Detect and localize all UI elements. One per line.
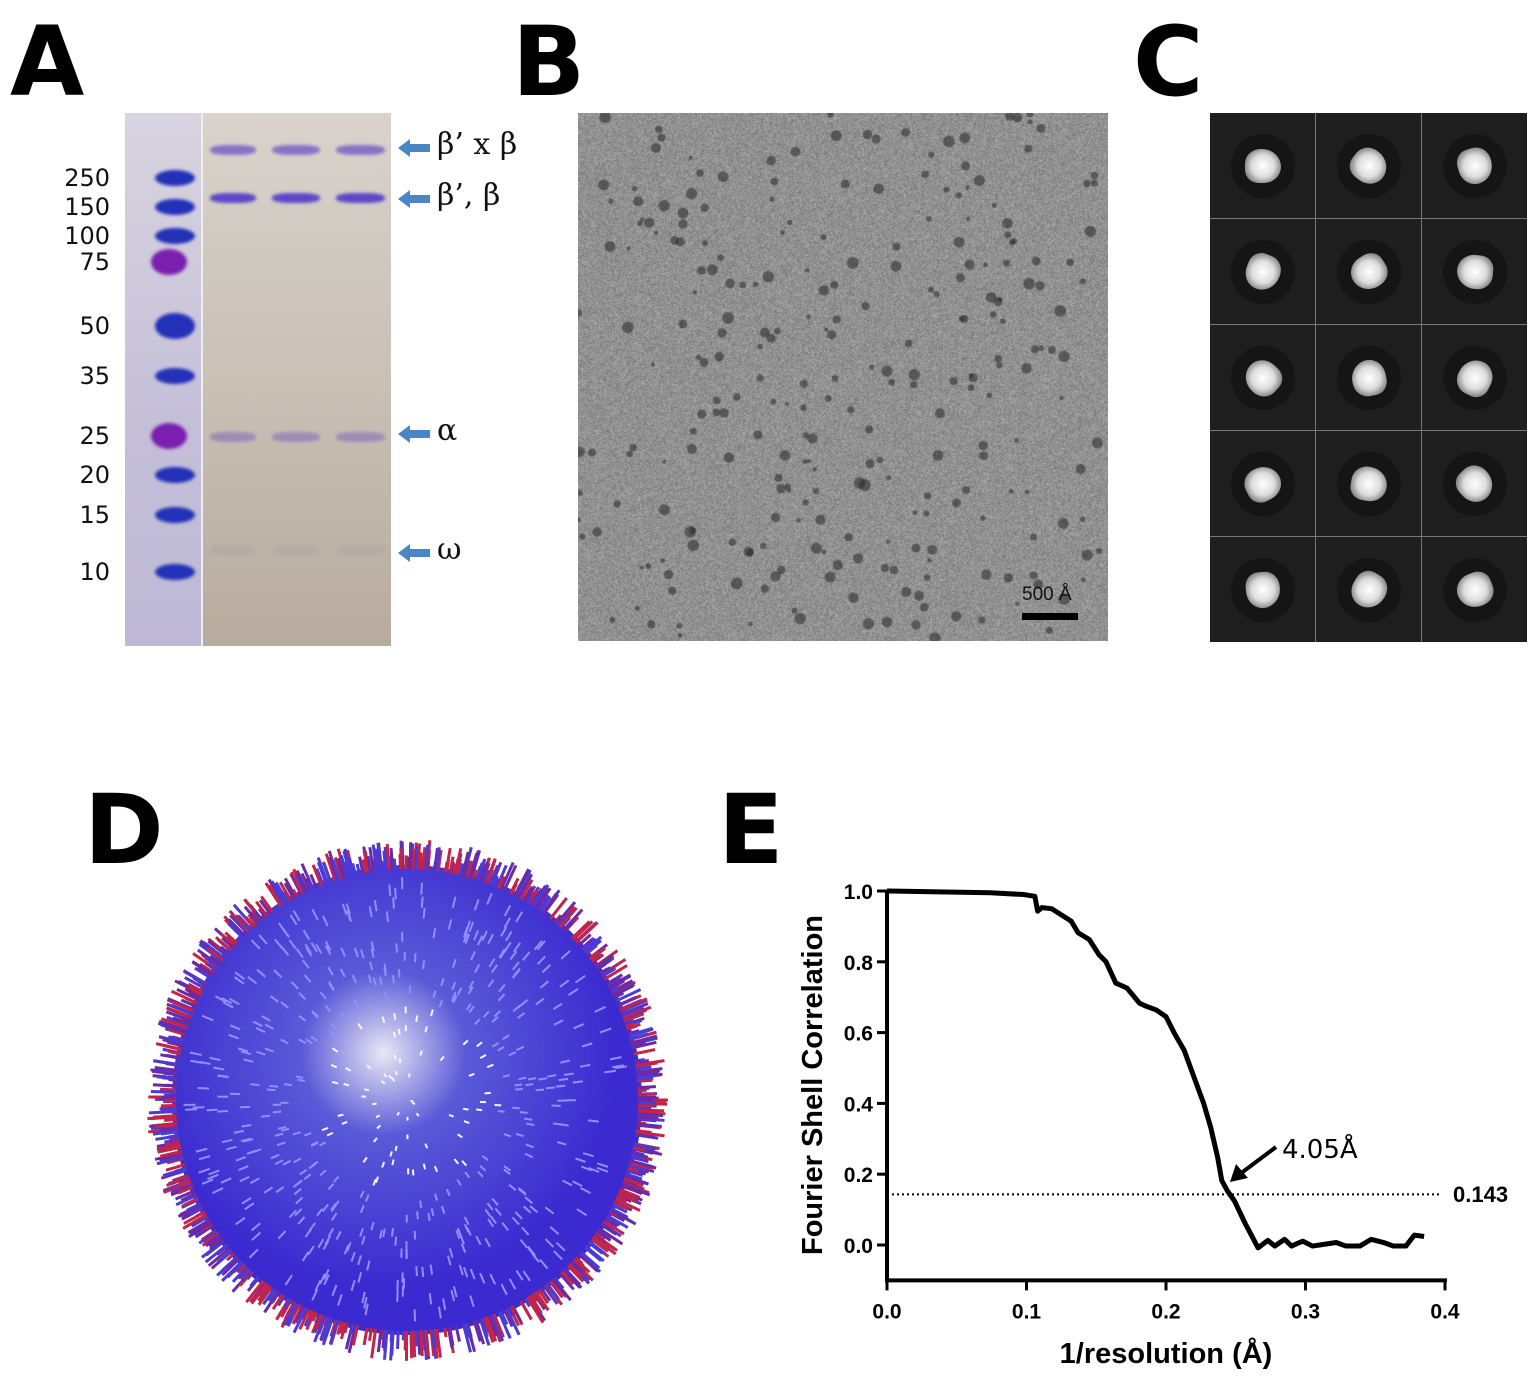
ladder-band [151,423,187,449]
class-average-tile [1210,113,1315,218]
ladder-lane [125,113,201,646]
class-average-tile [1316,325,1421,430]
mw-marker-label: 25 [79,422,110,450]
scale-bar [1022,613,1078,620]
class-average-tile [1210,325,1315,430]
sample-band [210,193,256,203]
panel-label-e: E [718,774,784,886]
sample-band [210,432,256,442]
x-tick-label: 0.3 [1291,1300,1320,1323]
orientation-sphere [147,840,668,1361]
band-label: β’, β [437,178,501,213]
sample-band [272,432,320,442]
x-tick-label: 0.0 [872,1300,901,1323]
mw-marker-label: 250 [64,164,110,192]
y-tick-label: 0.8 [844,952,874,975]
band-arrow-icon [398,425,430,443]
class-average-tile [1316,431,1421,536]
y-tick-label: 0.6 [844,1023,873,1046]
band-arrow-icon [398,544,430,562]
class-average-tile [1316,113,1421,218]
panel-label-a: A [10,6,85,118]
sample-band [336,145,385,155]
y-tick-label: 0.0 [844,1235,873,1258]
band-label: β’ x β [437,127,518,162]
y-tick-label: 0.4 [844,1093,874,1116]
sample-band [210,545,256,555]
scale-bar-label: 500 Å [1022,584,1072,605]
threshold-label: 0.143 [1453,1182,1508,1207]
class-average-tile [1422,431,1527,536]
y-axis-label: Fourier Shell Correlation [797,915,829,1255]
class-average-tile [1422,113,1527,218]
fsc-curve [886,888,1425,1251]
sample-band [210,145,256,155]
mw-marker-label: 50 [79,312,110,340]
ladder-band [155,467,195,483]
mw-marker-label: 100 [64,222,110,250]
sample-band [272,545,320,555]
micrograph-image [578,113,1108,641]
mw-marker-label: 15 [79,501,110,529]
band-label: α [437,413,458,448]
ladder-band [155,313,195,339]
class-average-tile [1422,325,1527,430]
ladder-band [151,249,187,275]
x-tick-label: 0.4 [1430,1300,1460,1323]
y-tick-label: 1.0 [844,881,873,904]
ladder-band [155,228,195,244]
class-average-tile [1316,219,1421,324]
mw-marker-label: 75 [79,248,110,276]
class-average-tile [1210,537,1315,642]
ladder-band [155,199,195,215]
class-average-tile [1210,431,1315,536]
class-average-tile [1422,219,1527,324]
cryo-em-micrograph: 500 Å [578,113,1108,641]
panel-label-d: D [84,774,164,886]
resolution-annotation: 4.05Å [1282,1133,1358,1165]
ladder-band [155,564,195,580]
sample-band [272,193,320,203]
sds-page-gel [125,113,391,646]
sample-band [336,193,385,203]
sample-band [336,432,385,442]
ladder-band [155,507,195,523]
panel-label-c: C [1133,6,1204,118]
band-label: ω [437,532,462,567]
sample-band [272,145,320,155]
band-arrow-icon [398,190,430,208]
x-tick-label: 0.1 [1012,1300,1042,1323]
x-tick-label: 0.2 [1151,1300,1180,1323]
annotation-arrow [1238,1145,1278,1176]
sample-band [336,545,385,555]
panel-label-b: B [512,6,586,118]
y-tick-label: 0.2 [844,1164,873,1187]
annotation-arrow-head [1230,1164,1248,1182]
class-average-tile [1422,537,1527,642]
ladder-band [155,368,195,384]
2d-class-averages [1210,113,1527,642]
mw-marker-label: 10 [79,558,110,586]
x-axis-label: 1/resolution (Å) [1060,1337,1273,1370]
mw-marker-label: 150 [64,193,110,221]
class-average-tile [1210,219,1315,324]
band-arrow-icon [398,139,430,157]
class-average-tile [1316,537,1421,642]
mw-marker-label: 20 [79,461,110,489]
mw-marker-label: 35 [79,362,110,390]
ladder-band [155,170,195,186]
